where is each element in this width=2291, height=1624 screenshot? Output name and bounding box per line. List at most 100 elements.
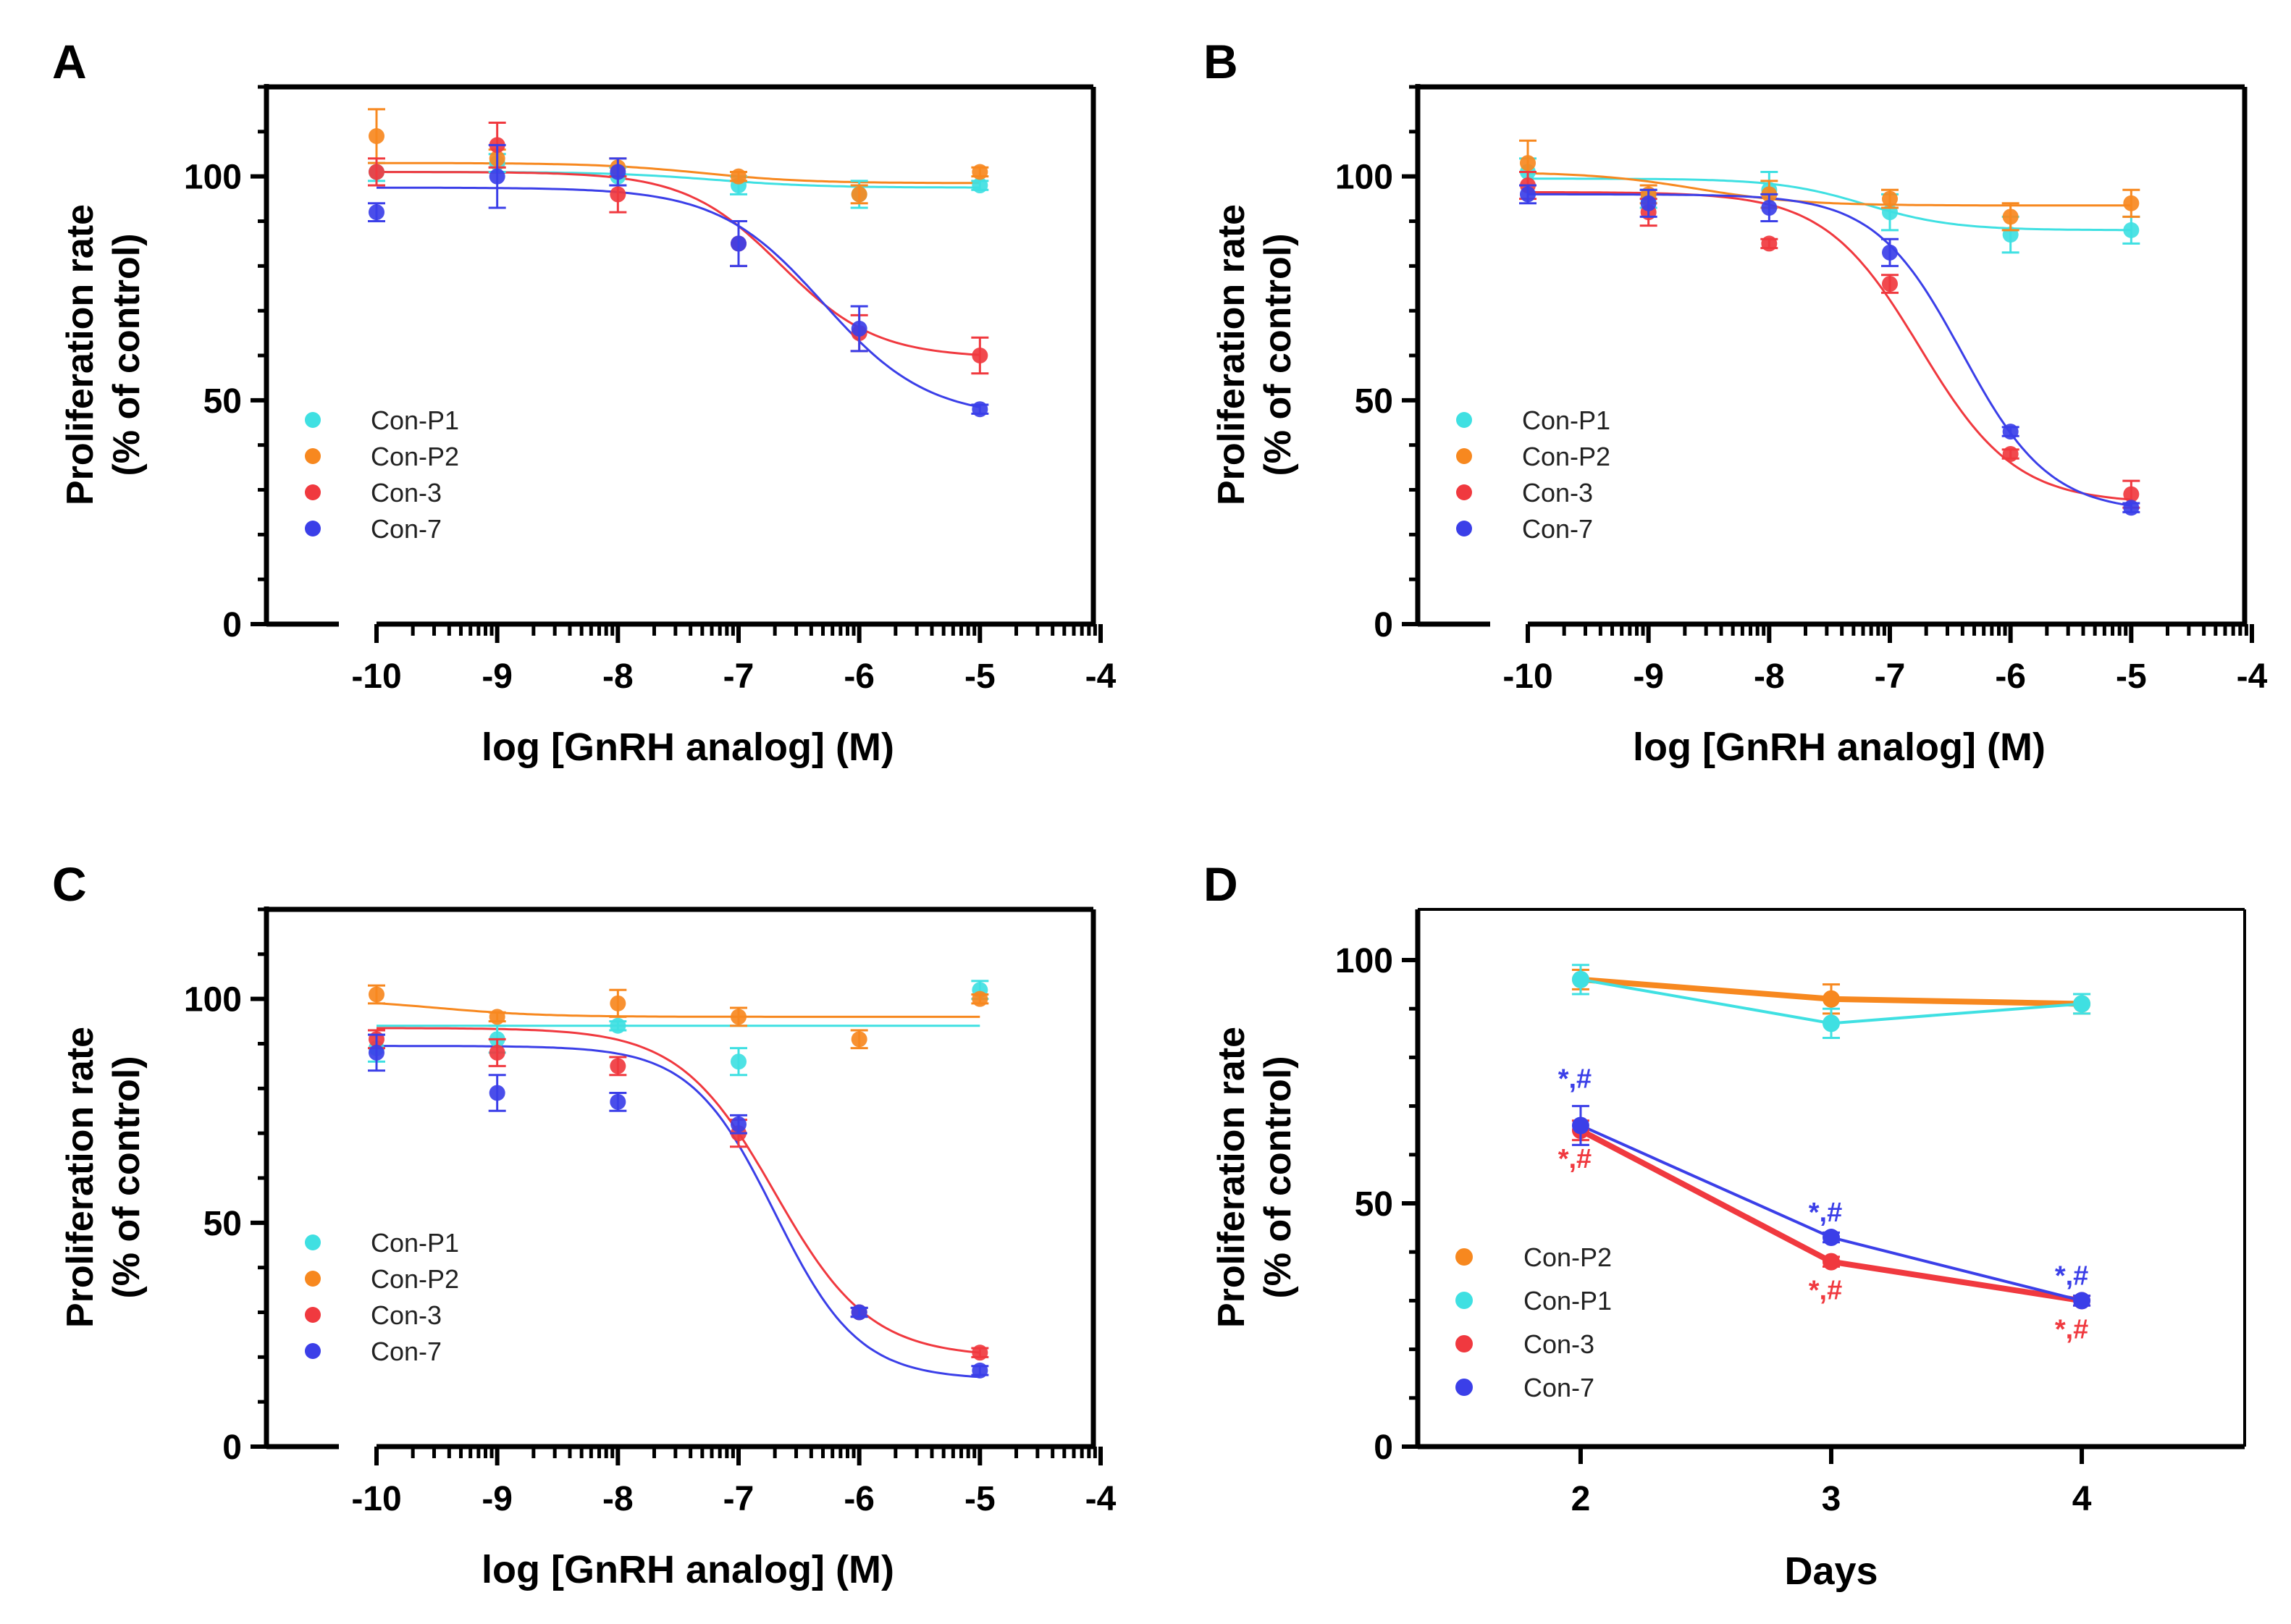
y-axis-title: Proliferation rate (% of control) xyxy=(1211,1027,1299,1328)
panel-label: B xyxy=(1203,35,1238,88)
significance-annotation: *,# xyxy=(1558,1064,1592,1094)
x-tick-label: -4 xyxy=(2237,657,2268,696)
data-point-con-7 xyxy=(489,168,505,185)
data-point-con-p2 xyxy=(1882,190,1898,207)
data-point-con-7 xyxy=(369,1044,384,1061)
data-point-con-7 xyxy=(2123,500,2140,516)
data-point-con-7 xyxy=(1761,199,1778,216)
x-tick-label: -8 xyxy=(1754,657,1785,696)
y-axis-title-line-1: Proliferation rate xyxy=(1211,1027,1253,1328)
data-point-con-3 xyxy=(972,1345,988,1361)
data-point-con-p2 xyxy=(972,990,988,1007)
legend-marker-con-p1 xyxy=(1456,412,1472,428)
legend-marker-con-7 xyxy=(1455,1379,1473,1396)
legend-marker-con-p1 xyxy=(305,412,321,428)
data-point-con-3 xyxy=(1761,235,1778,252)
fit-curve-con-p2 xyxy=(377,161,980,185)
data-point-con-7 xyxy=(1823,1229,1840,1247)
legend-marker-con-3 xyxy=(305,484,321,500)
data-point-con-p2 xyxy=(610,995,626,1011)
x-tick-label: -8 xyxy=(602,657,634,696)
y-tick-label: 0 xyxy=(222,606,242,644)
legend-marker-con-p2 xyxy=(1455,1248,1473,1266)
x-tick-label: -6 xyxy=(844,657,875,696)
y-tick-label: 100 xyxy=(184,159,242,197)
panel-c: C Proliferation rate (% of control) 0 50 100 -… xyxy=(52,857,1117,1591)
legend-label: Con-3 xyxy=(371,1300,442,1330)
x-axis-title: log [GnRH analog] (M) xyxy=(1633,725,2046,769)
x-tick-label: -10 xyxy=(351,1480,401,1518)
x-tick-label: 2 xyxy=(1571,1480,1591,1518)
legend-marker-con-p1 xyxy=(1455,1292,1473,1309)
data-point-con-p2 xyxy=(1823,990,1840,1008)
x-tick-label: -7 xyxy=(723,1480,754,1518)
legend-marker-con-p1 xyxy=(305,1234,321,1250)
data-point-con-p2 xyxy=(369,128,384,145)
data-point-con-3 xyxy=(2123,486,2140,502)
y-tick-label: 50 xyxy=(203,1205,242,1243)
panel-a: A Proliferation rate (% of control) 0 50 100 -… xyxy=(52,35,1117,769)
legend-label: Con-7 xyxy=(371,514,442,544)
legend-marker-con-p2 xyxy=(305,1271,321,1287)
fit-curve-con-p2 xyxy=(376,1002,980,1018)
x-axis-title: Days xyxy=(1784,1549,1878,1593)
data-point-con-7 xyxy=(2002,424,2019,440)
legend-label: Con-P1 xyxy=(1522,405,1610,435)
panel-label: A xyxy=(52,35,87,88)
data-point-con-7 xyxy=(1571,1116,1589,1135)
x-tick-label: -6 xyxy=(1995,657,2026,696)
y-axis-title-line-2: (% of control) xyxy=(106,233,148,476)
data-point-con-7 xyxy=(1882,244,1898,261)
data-point-con-3 xyxy=(1882,276,1898,293)
legend-label: Con-P1 xyxy=(371,1228,459,1258)
legend-label: Con-P2 xyxy=(371,1264,459,1294)
legend-marker-con-7 xyxy=(305,1343,321,1359)
y-tick-label: 100 xyxy=(1335,159,1393,197)
legend-marker-con-7 xyxy=(1456,521,1472,537)
data-point-con-3 xyxy=(610,1058,626,1074)
significance-annotation: *,# xyxy=(2055,1261,2088,1291)
fit-curve-con-3 xyxy=(377,1027,980,1354)
panel-label: D xyxy=(1203,857,1238,911)
legend-label: Con-3 xyxy=(1523,1329,1594,1359)
x-tick-label: -4 xyxy=(1085,1480,1117,1518)
legend-label: Con-P2 xyxy=(371,442,459,471)
fit-curve-con-7 xyxy=(377,186,980,408)
legend-label: Con-7 xyxy=(1523,1373,1594,1402)
legend-marker-con-p2 xyxy=(305,448,321,464)
legend-label: Con-P2 xyxy=(1523,1242,1612,1272)
data-point-con-7 xyxy=(731,235,747,252)
x-tick-label: 3 xyxy=(1822,1480,1841,1518)
data-point-con-p2 xyxy=(369,986,384,1003)
y-tick-label: 100 xyxy=(1335,942,1393,980)
y-tick-label: 0 xyxy=(1374,606,1393,644)
data-point-con-7 xyxy=(489,1085,505,1101)
y-tick-label: 0 xyxy=(222,1429,242,1467)
legend-label: Con-3 xyxy=(371,478,442,508)
y-axis-title-line-1: Proliferation rate xyxy=(59,204,101,505)
legend-label: Con-P2 xyxy=(1522,442,1610,471)
data-point-con-p1 xyxy=(2123,222,2140,238)
legend-marker-con-3 xyxy=(1456,484,1472,500)
data-point-con-p2 xyxy=(1520,155,1536,172)
significance-annotation: *,# xyxy=(1558,1144,1592,1174)
y-axis-title-line-1: Proliferation rate xyxy=(59,1027,101,1328)
y-tick-label: 0 xyxy=(1374,1429,1393,1467)
data-point-con-7 xyxy=(369,204,384,221)
data-point-con-3 xyxy=(610,186,626,203)
legend-marker-con-3 xyxy=(1455,1335,1473,1352)
data-point-con-p2 xyxy=(851,1031,867,1048)
y-axis-title-line-2: (% of control) xyxy=(106,1056,148,1298)
data-point-con-p1 xyxy=(731,1053,747,1070)
y-tick-label: 100 xyxy=(184,981,242,1019)
fit-curve-con-3 xyxy=(377,171,980,356)
data-point-con-p1 xyxy=(610,1017,626,1034)
legend-marker-con-p2 xyxy=(1456,448,1472,464)
x-axis-title: log [GnRH analog] (M) xyxy=(482,1548,894,1591)
data-point-con-3 xyxy=(2002,446,2019,463)
y-axis-title-line-2: (% of control) xyxy=(1257,1056,1299,1298)
x-tick-label: -7 xyxy=(723,657,754,696)
data-point-con-3 xyxy=(369,164,384,180)
data-point-con-p2 xyxy=(731,1009,747,1025)
x-tick-label: -5 xyxy=(964,657,996,696)
